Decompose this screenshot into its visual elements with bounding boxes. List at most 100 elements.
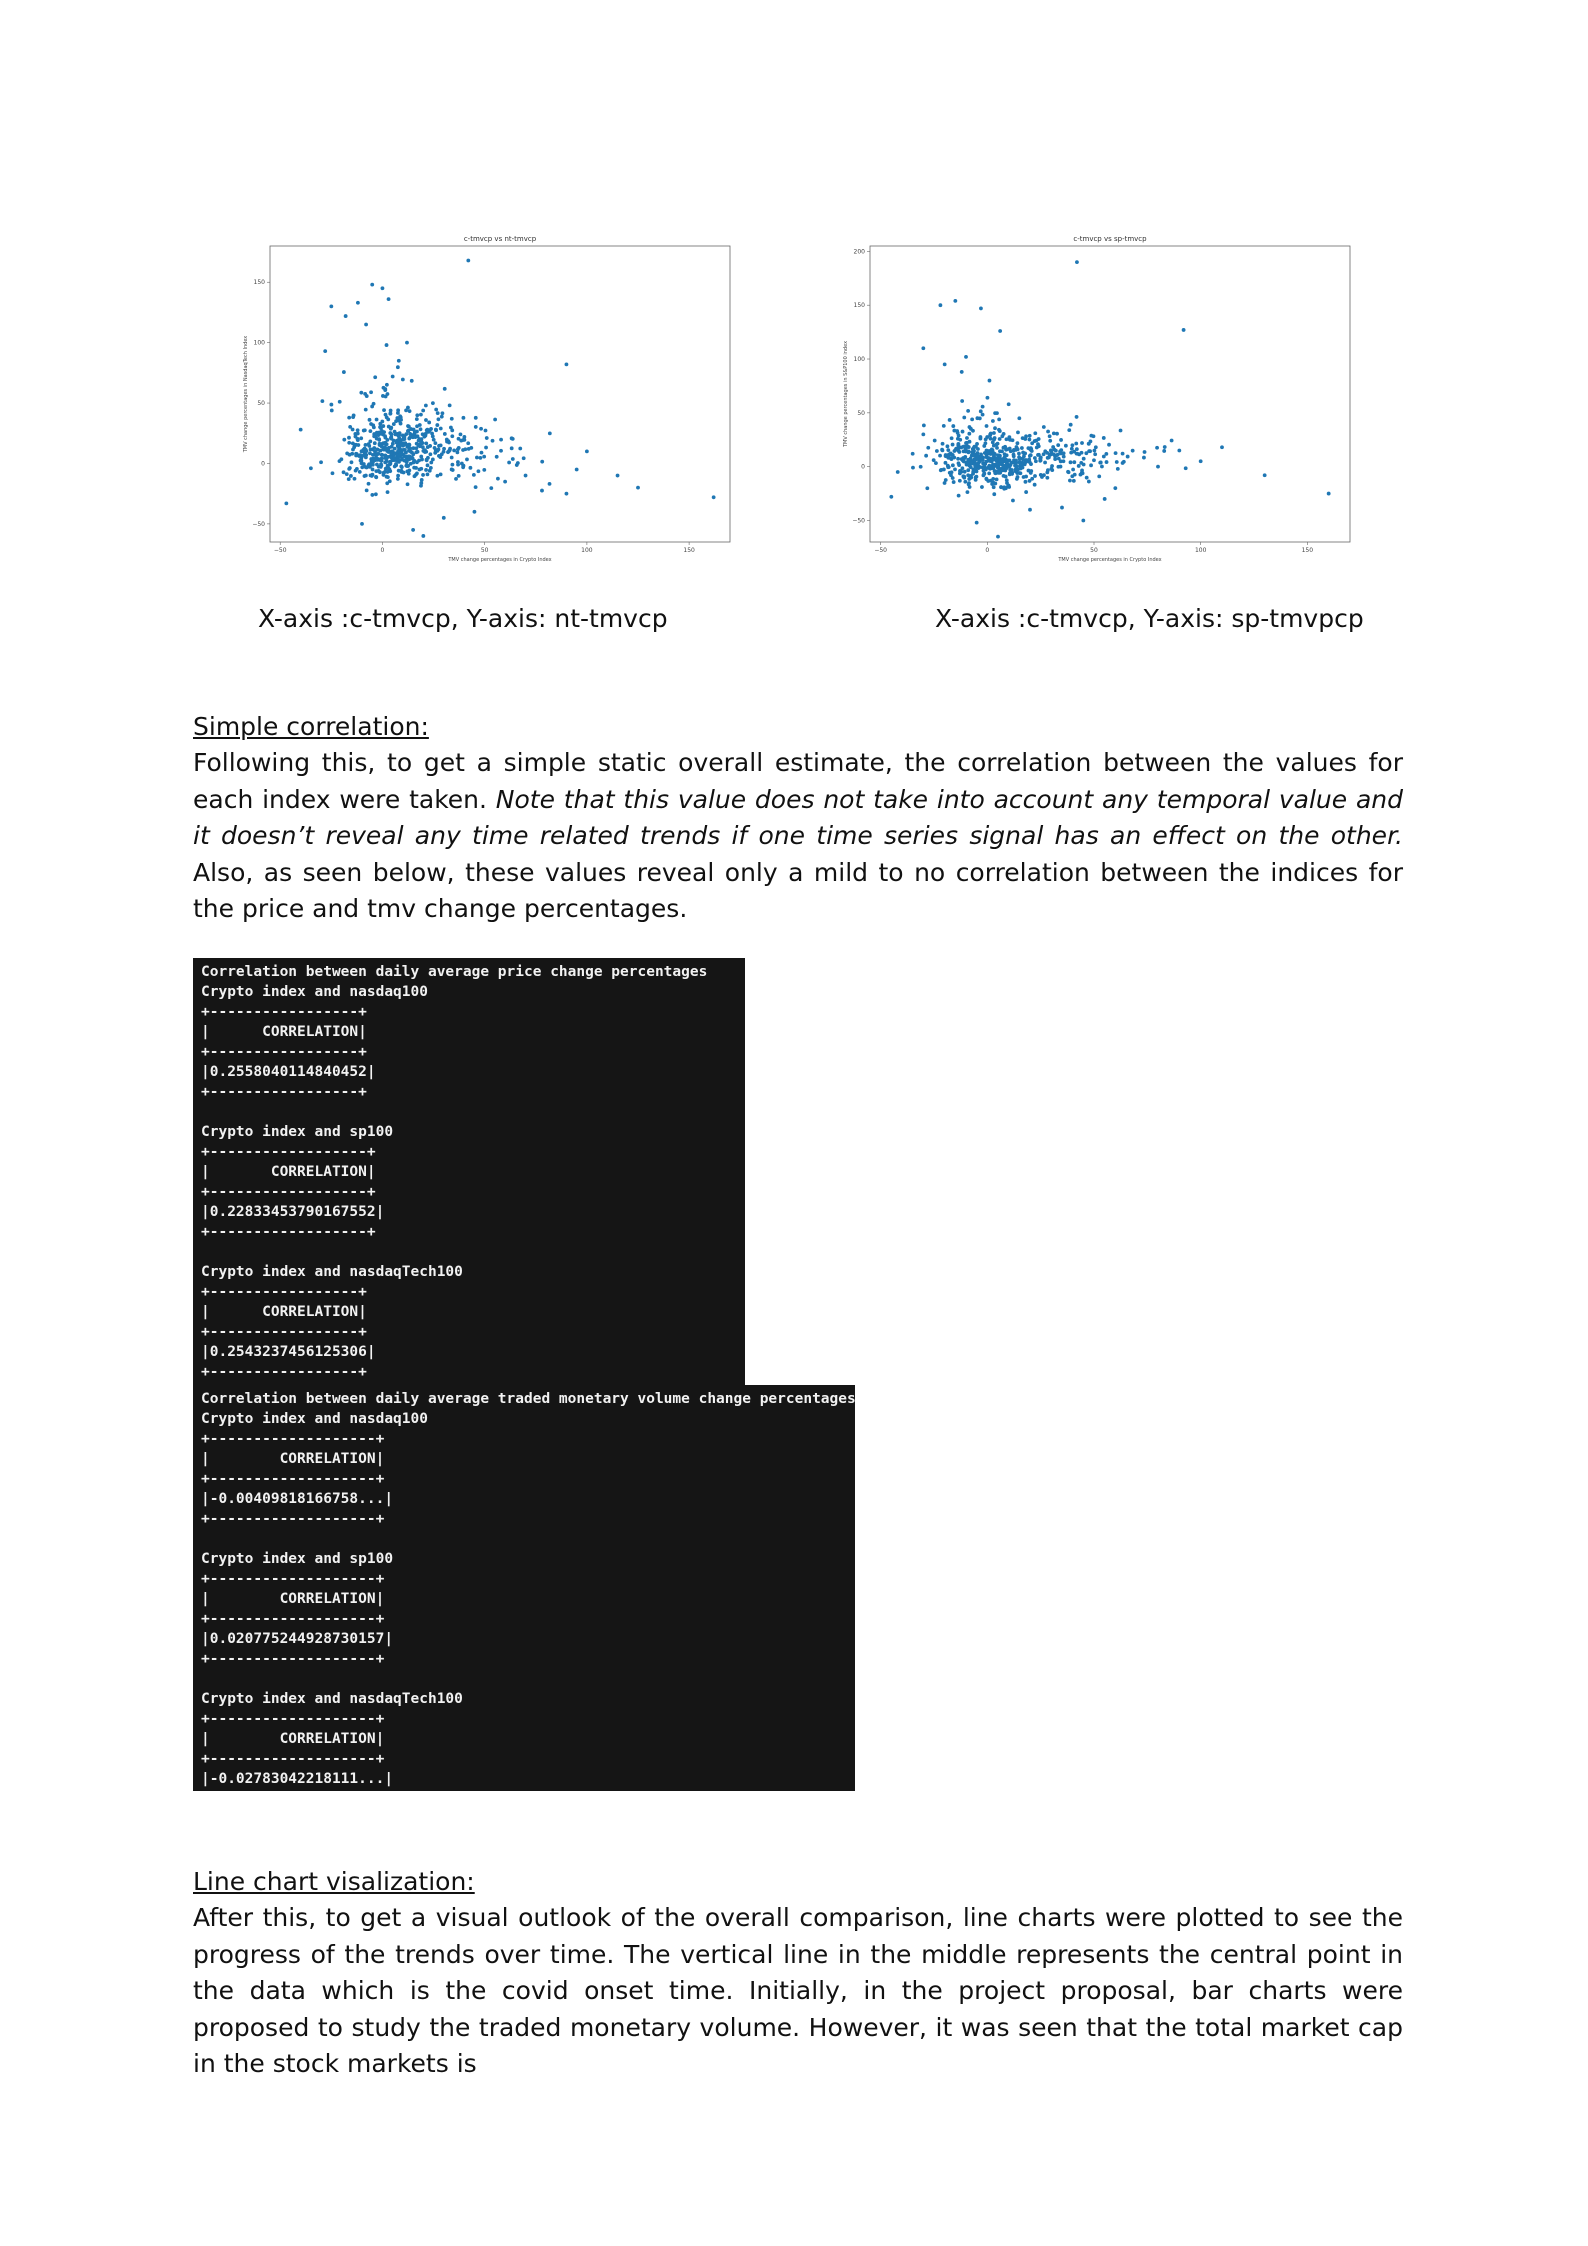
scatter-point (369, 460, 374, 464)
scatter-point (473, 415, 478, 420)
scatter-point (1104, 451, 1109, 456)
scatter-point (931, 458, 936, 463)
scatter-point (436, 417, 441, 422)
scatter-point (921, 423, 926, 428)
terminal-line: |-0.02783042218111...| (201, 1771, 394, 1787)
scatter-point (399, 464, 404, 469)
scatter-point (1081, 518, 1086, 523)
scatter-point (425, 472, 430, 477)
scatter-point (388, 469, 393, 474)
scatter-point (1198, 459, 1203, 464)
terminal-line: |0.2558040114840452| (201, 1064, 376, 1080)
scatter-point (415, 471, 419, 476)
scatter-point (441, 449, 446, 454)
scatter-point (350, 441, 355, 446)
scatter-point (1045, 475, 1050, 480)
scatter-point (468, 465, 473, 470)
scatter-point (284, 501, 289, 506)
scatter-point (574, 467, 579, 472)
scatter-point (1093, 445, 1098, 450)
scatter-point (346, 477, 351, 482)
scatter-point (966, 482, 971, 487)
scatter-point (1070, 474, 1075, 479)
scatter-point (414, 466, 418, 470)
scatter-point (966, 445, 971, 449)
scatter-point (345, 451, 350, 456)
scatter-point (391, 438, 396, 443)
para-text-b: Also, as seen below, these values reveal… (193, 857, 1403, 924)
scatter-point (397, 433, 402, 438)
scatter-point (1220, 445, 1224, 450)
scatter-point (636, 485, 640, 490)
scatter-point (507, 460, 512, 465)
scatter-point (1081, 456, 1086, 461)
scatter-point (1102, 497, 1107, 501)
scatter-point (615, 473, 620, 478)
scatter-point (956, 456, 960, 461)
terminal-line: +-----------------+ (201, 1364, 367, 1380)
scatter-point (941, 467, 946, 472)
scatter-point (421, 473, 425, 477)
scatter-point (414, 450, 419, 455)
scatter-point (951, 480, 956, 484)
scatter-point (376, 433, 381, 437)
x-tick-label: 100 (1195, 547, 1207, 554)
scatter-point (379, 463, 384, 468)
scatter-point (926, 445, 931, 450)
scatter-point (992, 431, 996, 435)
scatter-point (436, 447, 441, 452)
scatter-point (921, 432, 926, 437)
terminal-line: Crypto index and nasdaqTech100 (201, 1264, 463, 1280)
scatter-chart-nt: c-tmvcp vs nt-tmvcp −50 0 50 100 150 −50 0 50 100… (240, 232, 740, 572)
scatter-point (978, 436, 983, 441)
scatter-point (475, 455, 479, 460)
terminal-line: +-------------------+ (201, 1651, 385, 1667)
scatter-point (1007, 458, 1012, 463)
scatter-point (357, 469, 362, 474)
scatter-point (364, 322, 368, 327)
scatter-point (411, 452, 416, 457)
scatter-point (1070, 443, 1075, 448)
y-tick-label: 0 (261, 460, 265, 467)
terminal-tmv-correlation: Correlation between daily average traded… (193, 1385, 855, 1791)
scatter-point (373, 492, 378, 497)
scatter-point (469, 445, 474, 450)
scatter-point (985, 395, 990, 400)
scatter-point (966, 450, 971, 455)
scatter-point (1056, 456, 1061, 461)
scatter-point (382, 408, 386, 413)
scatter-point (390, 441, 395, 446)
scatter-point (1005, 447, 1010, 452)
scatter-point (976, 460, 981, 465)
scatter-point (430, 457, 435, 462)
scatter-point (956, 433, 961, 438)
scatter-point (970, 450, 975, 455)
scatter-point (1010, 438, 1015, 443)
scatter-point (1001, 473, 1006, 478)
scatter-point (990, 482, 995, 486)
scatter-point (384, 343, 389, 347)
scatter-point (431, 437, 436, 442)
scatter-point (482, 454, 487, 459)
scatter-point (975, 457, 979, 462)
scatter-point (711, 495, 716, 500)
scatter-point (997, 437, 1002, 441)
scatter-point (396, 473, 401, 478)
scatter-point (388, 411, 393, 416)
scatter-point (974, 474, 979, 479)
scatter-point (479, 426, 483, 431)
scatter-point (1181, 328, 1186, 332)
scatter-point (978, 409, 983, 414)
caption-right: X-axis :c-tmvcp, Y-axis: sp-tmvpcp (935, 604, 1364, 633)
scatter-point (1017, 416, 1022, 421)
scatter-point (383, 469, 387, 474)
scatter-point (1113, 486, 1118, 491)
scatter-point (389, 451, 394, 456)
scatter-point (366, 481, 371, 486)
scatter-point (1046, 468, 1050, 473)
scatter-point (998, 462, 1003, 466)
scatter-point (959, 370, 964, 374)
scatter-point (1074, 441, 1079, 446)
scatter-point (1162, 449, 1167, 453)
scatter-point (998, 470, 1003, 475)
